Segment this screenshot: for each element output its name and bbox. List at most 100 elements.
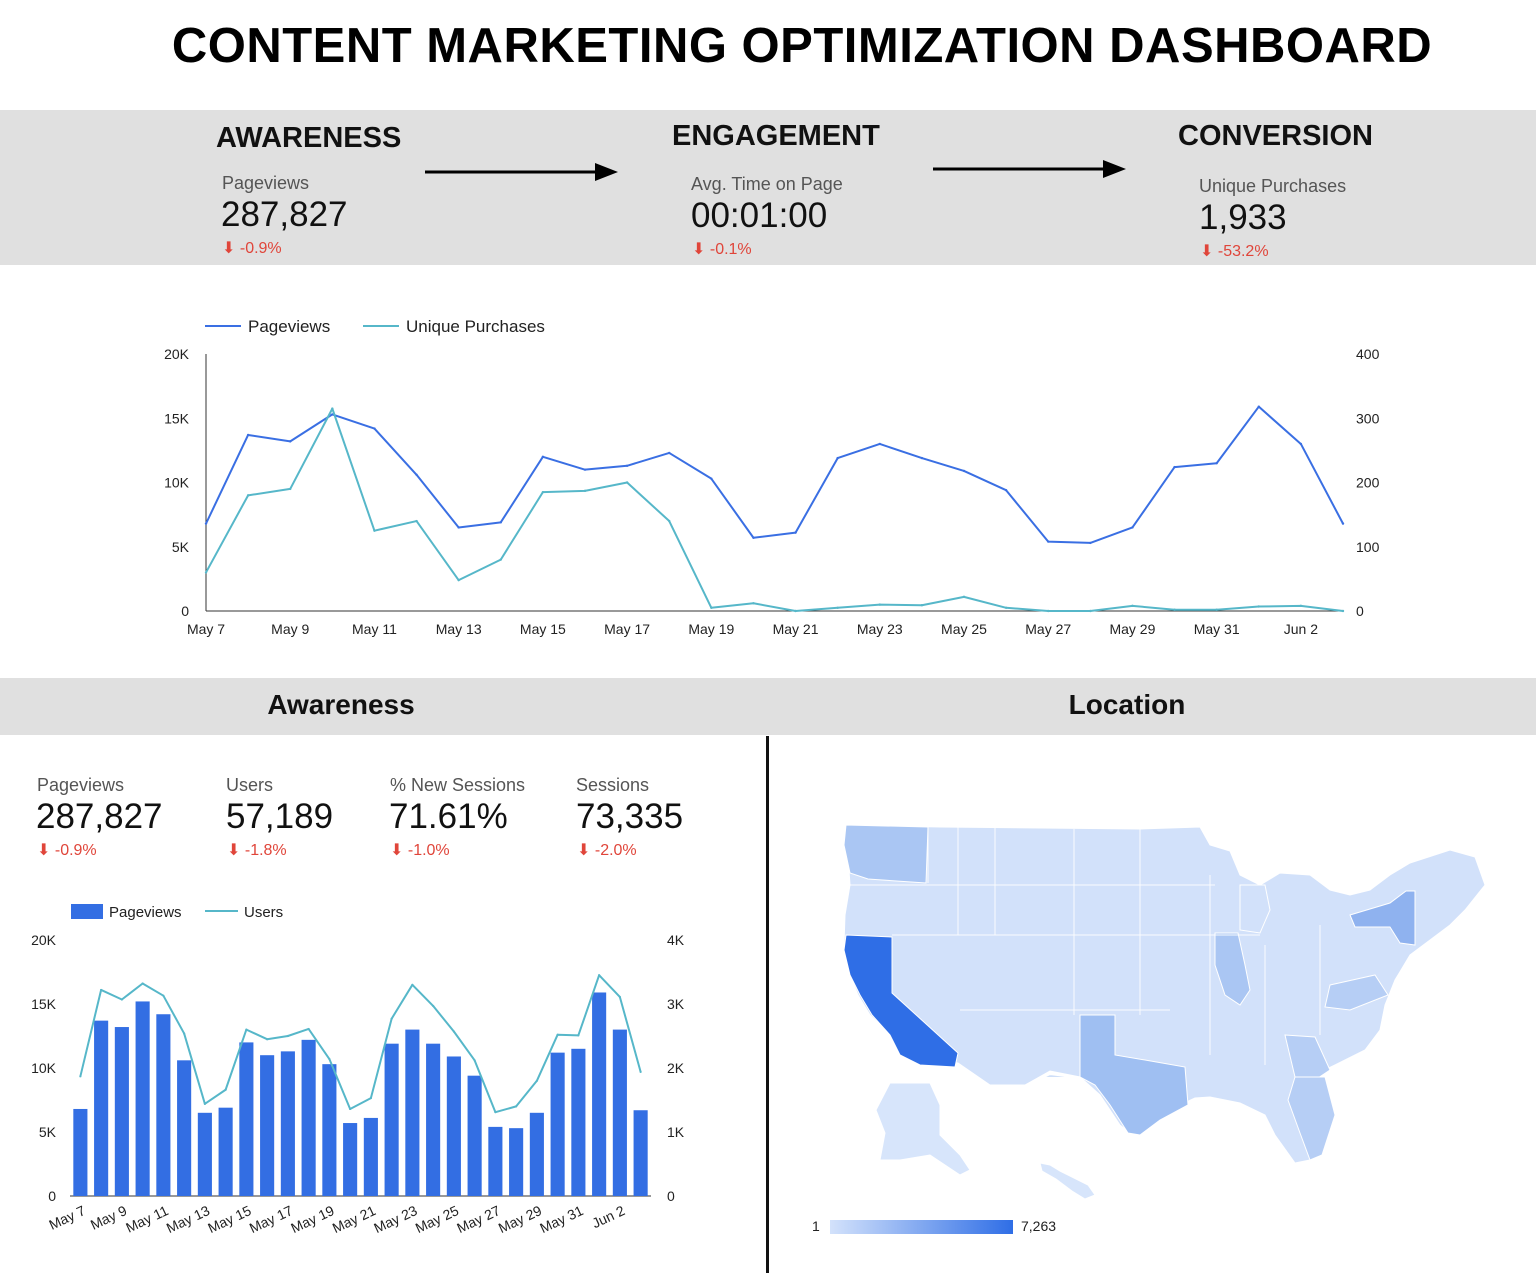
x-tick-label: May 27 bbox=[1025, 621, 1071, 637]
map-legend-min: 1 bbox=[812, 1218, 820, 1234]
data-point bbox=[473, 1059, 476, 1062]
data-point bbox=[369, 1096, 372, 1100]
data-point bbox=[432, 1004, 435, 1008]
down-arrow-icon: ⬇ bbox=[222, 240, 240, 257]
map-region-michigan bbox=[1239, 884, 1271, 934]
us-choropleth-map bbox=[843, 824, 1486, 1200]
conversion-kpi-label: Unique Purchases bbox=[1199, 176, 1347, 196]
legend-label: Users bbox=[244, 904, 283, 921]
bar bbox=[135, 1001, 150, 1196]
legend-label: Unique Purchases bbox=[406, 317, 545, 336]
data-point bbox=[583, 489, 587, 493]
vertical-divider bbox=[766, 736, 769, 1273]
x-tick-label: May 17 bbox=[604, 621, 650, 637]
bar bbox=[550, 1052, 565, 1196]
engagement-delta-text: -0.1% bbox=[709, 241, 752, 258]
data-point bbox=[373, 529, 376, 532]
data-point bbox=[625, 464, 629, 467]
data-point bbox=[1004, 489, 1008, 492]
y-tick-right-label: 0 bbox=[1356, 603, 1364, 619]
bar bbox=[467, 1075, 482, 1196]
legend-label: Pageviews bbox=[248, 317, 330, 336]
data-point bbox=[204, 571, 208, 574]
x-tick-label: May 25 bbox=[413, 1202, 462, 1236]
data-point bbox=[541, 490, 545, 494]
data-point bbox=[331, 407, 334, 410]
data-point bbox=[457, 578, 460, 582]
map-region-florida bbox=[1287, 1076, 1336, 1161]
funnel-arrow-2 bbox=[933, 160, 1126, 178]
map-region-new-york bbox=[1349, 890, 1416, 946]
x-tick-label: May 13 bbox=[164, 1202, 213, 1236]
funnel-arrow-1 bbox=[425, 163, 618, 181]
bar bbox=[114, 1027, 129, 1196]
down-arrow-icon: ⬇ bbox=[577, 842, 595, 859]
data-point bbox=[962, 595, 966, 599]
bar bbox=[177, 1060, 192, 1196]
data-point bbox=[224, 1088, 227, 1091]
x-tick-label: May 23 bbox=[857, 621, 903, 637]
data-point bbox=[962, 469, 966, 473]
y-tick-right-label: 100 bbox=[1356, 539, 1380, 555]
section-band bbox=[0, 678, 1536, 735]
kpi-users-delta-text: -1.8% bbox=[244, 842, 287, 859]
conversion-delta-text: -53.2% bbox=[1217, 243, 1269, 260]
data-point bbox=[710, 477, 713, 480]
data-point bbox=[286, 1034, 289, 1038]
data-point bbox=[120, 998, 123, 1001]
bar bbox=[343, 1123, 358, 1196]
map-region-california bbox=[843, 934, 959, 1068]
y-tick-right-label: 200 bbox=[1356, 475, 1380, 491]
data-point bbox=[499, 558, 502, 561]
funnel-band bbox=[0, 110, 1536, 265]
kpi-pageviews-delta: ⬇ -0.9% bbox=[37, 840, 97, 860]
x-tick-label: May 29 bbox=[1109, 621, 1155, 637]
x-tick-label: May 11 bbox=[123, 1202, 171, 1236]
data-point bbox=[494, 1111, 497, 1114]
awareness-kpi-label: Pageviews bbox=[222, 173, 310, 193]
data-point bbox=[878, 442, 881, 446]
bar bbox=[301, 1039, 316, 1196]
data-point bbox=[1257, 405, 1260, 408]
bar bbox=[73, 1108, 88, 1196]
series-line-pageviews bbox=[205, 405, 1344, 544]
x-tick-label: May 29 bbox=[496, 1202, 545, 1236]
data-point bbox=[668, 451, 671, 455]
data-point bbox=[1089, 541, 1092, 545]
data-point bbox=[1004, 606, 1008, 609]
data-point bbox=[79, 1075, 82, 1078]
data-point bbox=[1089, 609, 1092, 613]
x-tick-label: May 21 bbox=[773, 621, 819, 637]
data-point bbox=[1047, 540, 1050, 543]
bar bbox=[405, 1029, 420, 1196]
data-point bbox=[583, 468, 587, 471]
y-tick-left-label: 5K bbox=[172, 539, 190, 555]
awareness-stage-title: AWARENESS bbox=[216, 122, 402, 154]
kpi-pageviews-delta-text: -0.9% bbox=[54, 842, 97, 859]
bar bbox=[488, 1126, 503, 1196]
bar bbox=[260, 1055, 275, 1196]
data-point bbox=[411, 983, 414, 986]
data-point bbox=[920, 456, 924, 460]
data-point bbox=[457, 526, 460, 529]
kpi-sessions-delta-text: -2.0% bbox=[594, 842, 637, 859]
data-point bbox=[203, 1102, 206, 1105]
data-point bbox=[515, 1105, 518, 1108]
kpi-new-sessions-delta: ⬇ -1.0% bbox=[390, 840, 450, 860]
data-point bbox=[204, 522, 208, 525]
map-region-washington bbox=[843, 824, 929, 884]
bar bbox=[280, 1051, 295, 1196]
map-region-alaska bbox=[875, 1082, 971, 1176]
kpi-sessions-delta: ⬇ -2.0% bbox=[577, 840, 637, 860]
data-point bbox=[246, 433, 250, 437]
data-point bbox=[618, 995, 621, 999]
y-tick-left-label: 10K bbox=[164, 475, 190, 491]
x-tick-label: May 31 bbox=[537, 1202, 586, 1236]
data-point bbox=[289, 487, 292, 491]
kpi-new-sessions-label: % New Sessions bbox=[390, 775, 526, 795]
data-point bbox=[556, 1033, 559, 1036]
data-point bbox=[415, 473, 418, 476]
map-legend-max: 7,263 bbox=[1021, 1218, 1057, 1234]
kpi-pageviews-label: Pageviews bbox=[37, 775, 125, 795]
data-point bbox=[794, 531, 797, 534]
